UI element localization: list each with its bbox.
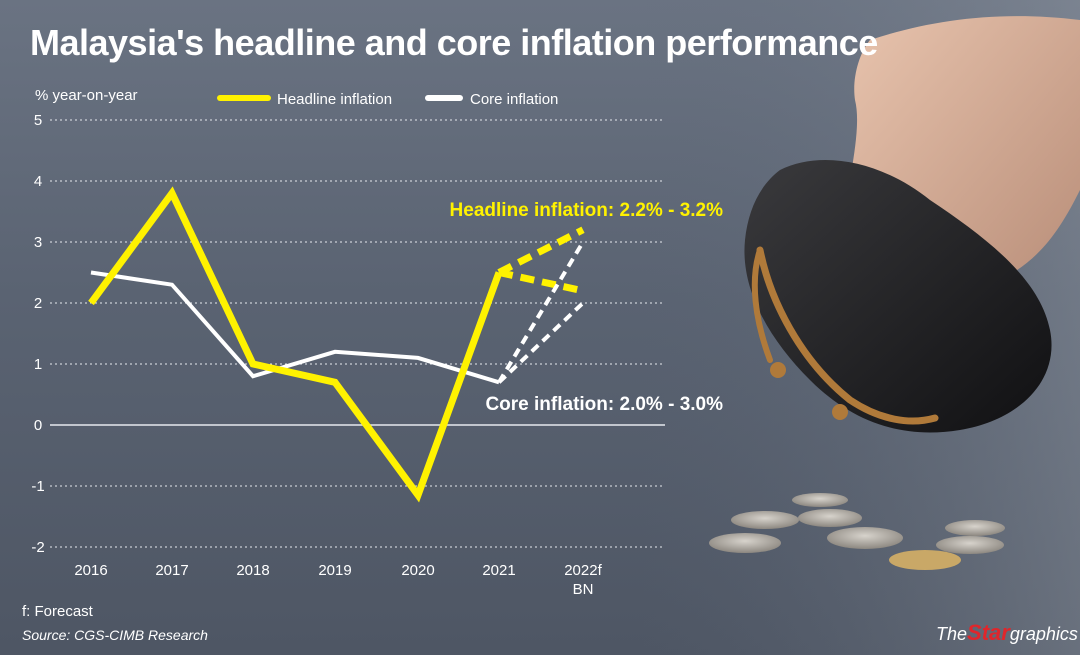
background-photo: [640, 0, 1080, 655]
x-axis-ticks: 2016 2017 2018 2019 2020 2021 2022f BN: [74, 562, 602, 598]
x-tick-label: 2016: [74, 562, 107, 579]
forecast-footnote: f: Forecast: [22, 603, 93, 620]
y-tick-label: 3: [34, 234, 42, 251]
headline-inflation-line: [88, 186, 503, 503]
inflation-chart: -2 -1 0 1 2 3 4 5 2016 2017 2018 2019 2020 2021 2022f…: [31, 87, 723, 598]
y-tick-label: 1: [34, 356, 42, 373]
headline-forecast-low: [498, 269, 584, 295]
x-tick-label: 2019: [318, 562, 351, 579]
source-note: Source: CGS-CIMB Research: [22, 627, 208, 643]
brand-name: Star: [967, 620, 1010, 645]
x-tick-sublabel: BN: [573, 581, 594, 598]
y-tick-label: -2: [31, 539, 44, 556]
brand-suffix: graphics: [1009, 624, 1078, 644]
core-forecast-high: [497, 240, 585, 384]
core-forecast-annotation: Core inflation: 2.0% - 3.0%: [485, 394, 723, 415]
forecast-lines: [497, 226, 585, 384]
y-tick-label: 4: [34, 173, 42, 190]
y-axis-ticks: -2 -1 0 1 2 3 4 5: [31, 112, 44, 556]
headline-forecast-annotation: Headline inflation: 2.2% - 3.2%: [450, 200, 724, 221]
data-series: [88, 186, 503, 503]
legend-label-core: Core inflation: [470, 91, 558, 108]
headline-forecast-high: [497, 226, 585, 276]
brand-logo: TheStargraphics: [936, 620, 1078, 646]
x-tick-label: 2021: [482, 562, 515, 579]
purse-illustration: [744, 160, 1052, 433]
core-forecast-low: [497, 301, 585, 384]
y-tick-label: 0: [34, 417, 42, 434]
y-tick-label: 5: [34, 112, 42, 129]
forecast-annotations: Headline inflation: 2.2% - 3.2% Core infl…: [450, 200, 724, 415]
legend-label-headline: Headline inflation: [277, 91, 392, 108]
y-axis-label: % year-on-year: [35, 87, 138, 104]
purse-clasp: [756, 246, 939, 425]
grid-lines: [50, 119, 665, 548]
x-tick-label: 2018: [236, 562, 269, 579]
coins: [709, 493, 1005, 570]
x-tick-label: 2022f: [564, 562, 602, 579]
y-tick-label: -1: [31, 478, 44, 495]
legend: Headline inflation Core inflation: [217, 91, 558, 108]
chart-title: Malaysia's headline and core inflation p…: [30, 22, 878, 63]
core-inflation-line: [90, 270, 500, 385]
x-tick-label: 2020: [401, 562, 434, 579]
brand-prefix: The: [936, 624, 968, 644]
x-tick-label: 2017: [155, 562, 188, 579]
y-tick-label: 2: [34, 295, 42, 312]
